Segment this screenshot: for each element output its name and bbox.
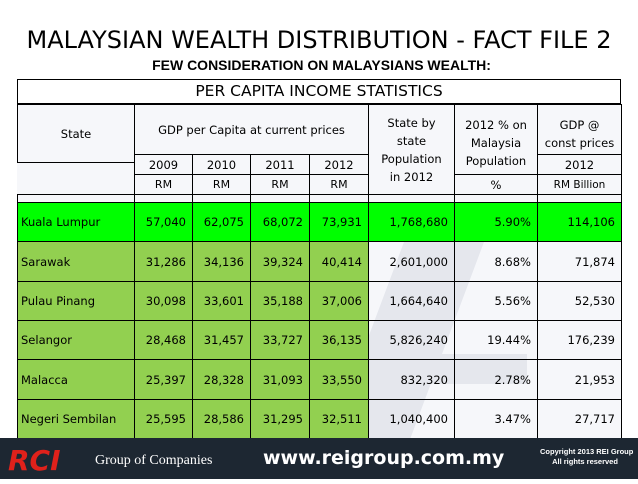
rci-logo: RCI [8, 444, 61, 474]
copyright-line-2: All rights reserved [552, 457, 618, 466]
row-state-name: Selangor [17, 320, 135, 360]
row-value-y2009: 25,397 [134, 359, 193, 400]
header-line: const prices [544, 135, 615, 150]
row-value-y2010: 34,136 [192, 241, 251, 282]
row-value-y2011: 39,324 [250, 241, 310, 282]
col-header-year: 2011 [250, 154, 310, 175]
col-header-unit: RM [192, 174, 251, 195]
col-header-gdp-per-capita: GDP per Capita at current prices [134, 104, 369, 155]
row-value-population: 1,768,680 [368, 202, 455, 242]
page-subtitle: FEW CONSIDERATION ON MALAYSIANS WEALTH: [152, 57, 491, 73]
group-of-companies: Group of Companies [95, 453, 213, 468]
row-value-y2009: 31,286 [134, 241, 193, 282]
row-value-gdp: 176,239 [537, 320, 622, 360]
col-header-year: 2010 [192, 154, 251, 175]
col-header-unit: RM [309, 174, 369, 195]
row-state-name: Sarawak [17, 241, 135, 282]
col-header-pct-unit: % [454, 174, 538, 195]
row-value-pct: 19.44% [454, 320, 538, 360]
header-line: in 2012 [389, 169, 434, 184]
col-header-year: 2012 [309, 154, 369, 175]
row-value-y2012: 73,931 [309, 202, 369, 242]
col-header-gdp-const: GDP @ const prices [537, 104, 622, 155]
row-state-name: Kuala Lumpur [17, 202, 135, 242]
row-value-y2010: 31,457 [192, 320, 251, 360]
row-value-pct: 2.78% [454, 359, 538, 400]
header-line: state [396, 133, 427, 148]
row-value-y2012: 33,550 [309, 359, 369, 400]
row-value-y2010: 28,328 [192, 359, 251, 400]
logo-text: RCI [8, 444, 61, 474]
row-value-y2009: 25,595 [134, 399, 193, 439]
row-value-y2012: 37,006 [309, 281, 369, 321]
row-value-gdp: 71,874 [537, 241, 622, 282]
row-value-population: 5,826,240 [368, 320, 455, 360]
row-state-name: Malacca [17, 359, 135, 400]
row-state-name: Pulau Pinang [17, 281, 135, 321]
row-value-y2012: 40,414 [309, 241, 369, 282]
row-value-y2012: 32,511 [309, 399, 369, 439]
col-header-gdp-const-year: 2012 [537, 154, 622, 175]
col-header-state: State [17, 104, 135, 163]
row-value-population: 1,040,400 [368, 399, 455, 439]
row-value-y2009: 57,040 [134, 202, 193, 242]
header-line: Population [465, 153, 527, 168]
row-value-y2011: 31,093 [250, 359, 310, 400]
col-header-unit: RM [250, 174, 310, 195]
row-state-name: Negeri Sembilan [17, 399, 135, 439]
row-value-gdp: 21,953 [537, 359, 622, 400]
page-title: MALAYSIAN WEALTH DISTRIBUTION - FACT FIL… [26, 26, 612, 54]
section-title: PER CAPITA INCOME STATISTICS [17, 79, 621, 104]
copyright-line-1: Copyright 2013 REI Group [540, 447, 634, 456]
row-value-y2011: 68,072 [250, 202, 310, 242]
header-line: State by [387, 115, 436, 130]
header-line: 2012 % on [465, 117, 527, 132]
website-link[interactable]: www.reigroup.com.my [263, 447, 505, 469]
header-line: Population [381, 151, 442, 166]
row-value-pct: 5.90% [454, 202, 538, 242]
col-header-gdp-const-unit: RM Billion [537, 174, 622, 195]
row-value-gdp: 27,717 [537, 399, 622, 439]
row-value-y2011: 31,295 [250, 399, 310, 439]
row-value-gdp: 52,530 [537, 281, 622, 321]
row-value-y2009: 28,468 [134, 320, 193, 360]
row-value-pct: 5.56% [454, 281, 538, 321]
row-value-gdp: 114,106 [537, 202, 622, 242]
col-header-year: 2009 [134, 154, 193, 175]
row-value-pct: 3.47% [454, 399, 538, 439]
header-line: Malaysia [470, 135, 522, 150]
row-value-y2009: 30,098 [134, 281, 193, 321]
row-value-population: 832,320 [368, 359, 455, 400]
row-value-y2011: 35,188 [250, 281, 310, 321]
header-line: GDP @ [559, 117, 600, 132]
row-value-y2010: 62,075 [192, 202, 251, 242]
row-value-population: 1,664,640 [368, 281, 455, 321]
row-value-y2010: 33,601 [192, 281, 251, 321]
col-header-pct-population: 2012 % on Malaysia Population [454, 104, 538, 175]
row-value-y2010: 28,586 [192, 399, 251, 439]
income-table: State GDP per Capita at current prices 200… [17, 104, 622, 474]
col-header-state-population: State by state Population in 2012 [368, 104, 455, 195]
row-value-y2012: 36,135 [309, 320, 369, 360]
row-value-y2011: 33,727 [250, 320, 310, 360]
footer-bar [0, 438, 638, 479]
row-value-pct: 8.68% [454, 241, 538, 282]
col-header-unit: RM [134, 174, 193, 195]
row-value-population: 2,601,000 [368, 241, 455, 282]
